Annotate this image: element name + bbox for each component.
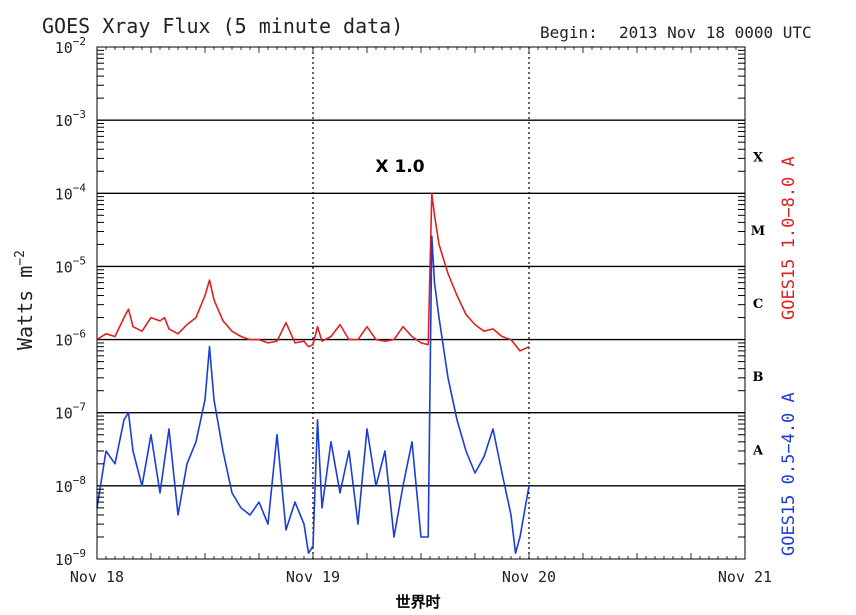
chart-title: GOES Xray Flux (5 minute data)	[42, 14, 403, 38]
begin-label: Begin:	[540, 23, 598, 42]
y-tick-label: 10−7	[55, 401, 86, 423]
y-tick-label: 10−8	[55, 474, 86, 496]
x-tick-label: Nov 20	[502, 568, 556, 586]
y-tick-label: 10−5	[55, 254, 86, 276]
y-tick-label: 10−4	[55, 181, 87, 203]
y-tick-label: 10−6	[55, 328, 86, 350]
y-tick-label: 10−3	[55, 108, 86, 130]
series-line-2	[96, 235, 530, 555]
begin-value: 2013 Nov 18 0000 UTC	[619, 23, 812, 42]
y-tick-label: 10−9	[55, 547, 86, 569]
series-line-1	[96, 192, 530, 352]
flare-class-label: X	[753, 151, 764, 166]
y-axis-label: Watts m−2	[13, 250, 37, 350]
flare-annotation: X 1.0	[375, 157, 424, 177]
flare-class-label: B	[753, 370, 764, 385]
legend-series-1: GOES15 1.0−8.0 A	[779, 156, 799, 320]
series-layer	[96, 192, 530, 555]
flare-class-label: M	[751, 224, 765, 239]
x-tick-label: Nov 19	[286, 568, 340, 586]
x-tick-label: Nov 21	[718, 568, 772, 586]
y-tick-label: 10−2	[55, 35, 86, 57]
flare-class-label: C	[753, 297, 763, 312]
x-tick-label: Nov 18	[70, 568, 124, 586]
legend-series-2: GOES15 0.5−4.0 A	[779, 392, 799, 556]
plot-frame	[96, 46, 746, 560]
tick-layer: 10−9 10−8 10−7 10−6 10−5 10−4 10−3 10−2 Nov 18 No…	[55, 35, 772, 586]
x-axis-label: 世界时	[395, 593, 440, 611]
flare-class-label: A	[752, 443, 764, 458]
grid-layer	[97, 47, 745, 559]
